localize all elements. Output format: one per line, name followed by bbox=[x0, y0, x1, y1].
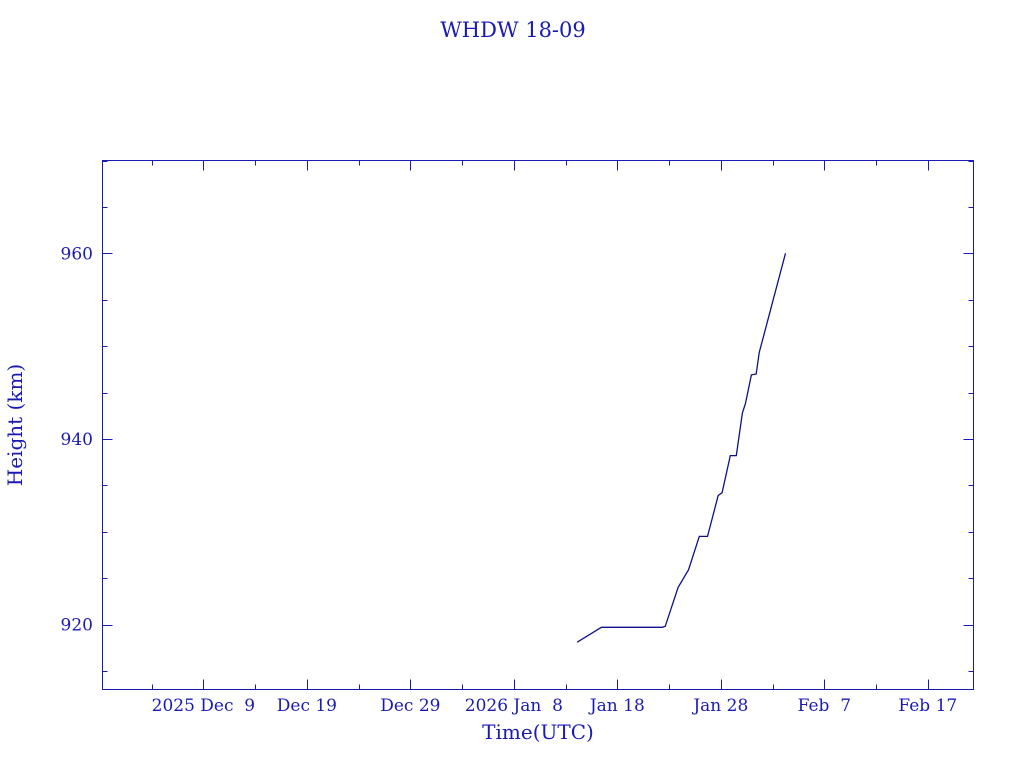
x-tick-label: Feb 17 bbox=[898, 696, 957, 716]
series-line bbox=[576, 253, 787, 643]
y-tick-label: 920 bbox=[61, 616, 93, 636]
y-tick-labels: 920 940 960 bbox=[61, 244, 93, 635]
y-tick-label: 960 bbox=[61, 244, 93, 264]
x-tick-label: 2025 Dec 9 bbox=[152, 696, 256, 716]
axis-ticks bbox=[102, 160, 974, 690]
x-axis-label: Time(UTC) bbox=[482, 720, 594, 744]
x-tick-labels: 2025 Dec 9 Dec 19 Dec 29 2026 Jan 8 Jan 18 Ja… bbox=[152, 696, 958, 716]
y-axis-label: Height (km) bbox=[3, 364, 27, 486]
y-tick-label: 940 bbox=[61, 430, 93, 450]
x-tick-label: Dec 19 bbox=[277, 696, 337, 716]
x-tick-label: 2026 Jan 8 bbox=[465, 696, 563, 716]
x-tick-label: Dec 29 bbox=[380, 696, 440, 716]
plot-frame bbox=[102, 160, 974, 690]
x-tick-label: Jan 28 bbox=[691, 696, 748, 716]
x-tick-label: Jan 18 bbox=[588, 696, 645, 716]
chart-title: WHDW 18-09 bbox=[440, 18, 586, 42]
x-tick-label: Feb 7 bbox=[798, 696, 851, 716]
